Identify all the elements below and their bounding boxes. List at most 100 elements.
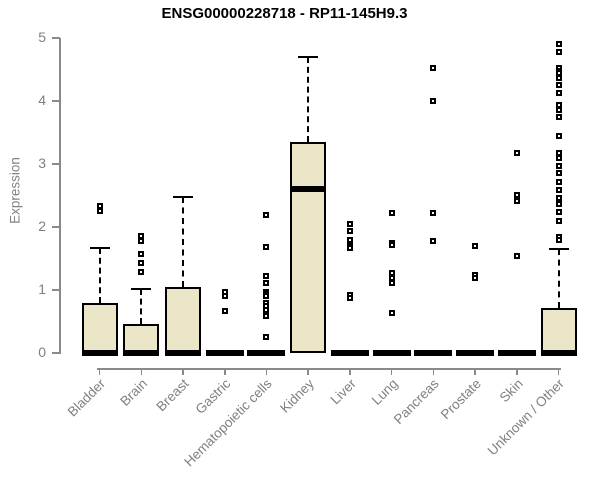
outlier-point: [513, 150, 520, 157]
outlier-point: [388, 210, 395, 217]
x-tick: [390, 368, 393, 375]
outlier-point: [346, 221, 353, 228]
box-breast: [165, 286, 202, 353]
whisker-bladder: [98, 248, 101, 304]
outlier-point: [138, 251, 145, 258]
outlier-point: [388, 310, 395, 317]
y-axis-line: [59, 38, 61, 354]
outlier-point: [513, 252, 520, 259]
y-tick-label: 1: [38, 281, 46, 297]
y-tick: [52, 352, 60, 354]
x-tick: [265, 368, 268, 375]
outlier-point: [346, 228, 353, 235]
outlier-point: [430, 98, 437, 104]
y-tick: [52, 100, 60, 102]
outlier-point: [555, 195, 562, 202]
x-tick: [98, 368, 101, 375]
y-tick-label: 5: [38, 29, 46, 45]
x-tick-label-skin: Skin: [496, 376, 526, 406]
x-tick-label-gastric: Gastric: [192, 376, 234, 417]
median-gastric: [205, 350, 244, 356]
x-tick: [557, 368, 560, 375]
box-kidney: [290, 141, 327, 353]
outlier-point: [555, 106, 562, 113]
outlier-point: [346, 294, 353, 301]
y-tick: [52, 226, 60, 228]
y-tick-label: 3: [38, 155, 46, 171]
outlier-point: [263, 243, 270, 250]
outlier-point: [263, 293, 270, 300]
outlier-point: [555, 114, 562, 121]
outlier-point: [555, 70, 562, 77]
median-kidney: [290, 186, 327, 193]
x-tick-label-bladder: Bladder: [64, 376, 109, 420]
whisker-cap-bladder: [89, 247, 110, 250]
outlier-point: [388, 242, 395, 249]
whisker-cap-kidney: [298, 55, 319, 58]
outlier-point: [221, 293, 228, 300]
outlier-point: [513, 191, 520, 198]
whisker-breast: [182, 196, 185, 287]
outlier-point: [96, 203, 103, 210]
x-tick-label-liver: Liver: [327, 376, 359, 408]
outlier-point: [555, 208, 562, 215]
whisker-unknown-other: [557, 249, 560, 308]
box-brain: [123, 324, 160, 353]
whisker-cap-breast: [173, 195, 194, 198]
outlier-point: [430, 65, 437, 72]
outlier-point: [555, 90, 562, 97]
outlier-point: [555, 236, 562, 243]
whisker-brain: [140, 289, 143, 324]
outlier-point: [555, 82, 562, 89]
whisker-cap-unknown-other: [548, 248, 569, 251]
x-tick-label-prostate: Prostate: [437, 376, 484, 423]
outlier-point: [513, 198, 520, 205]
outlier-point: [346, 245, 353, 252]
x-tick: [224, 368, 226, 375]
y-tick: [52, 163, 60, 165]
outlier-point: [555, 217, 562, 224]
outlier-point: [555, 179, 562, 186]
x-tick-label-lung: Lung: [368, 376, 401, 408]
x-tick: [182, 368, 184, 375]
outlier-point: [555, 40, 562, 47]
median-bladder: [81, 350, 118, 356]
median-unknown-other: [540, 350, 577, 356]
chart-title: ENSG00000228718 - RP11-145H9.3: [161, 5, 408, 22]
whisker-kidney: [307, 56, 310, 142]
outlier-point: [263, 307, 270, 314]
outlier-point: [263, 312, 270, 319]
outlier-point: [555, 200, 562, 207]
outlier-point: [388, 269, 395, 276]
outlier-point: [555, 162, 562, 169]
x-tick-label-breast: Breast: [153, 376, 192, 415]
outlier-point: [555, 149, 562, 156]
outlier-point: [263, 212, 270, 219]
outlier-point: [388, 280, 395, 287]
outlier-point: [263, 272, 270, 279]
outlier-point: [555, 49, 562, 56]
y-tick-label: 0: [38, 344, 46, 360]
outlier-point: [96, 208, 103, 215]
y-tick: [52, 289, 60, 291]
outlier-point: [388, 275, 395, 282]
outlier-point: [430, 210, 437, 217]
y-tick-label: 4: [38, 92, 46, 108]
x-tick: [432, 368, 435, 375]
y-tick: [52, 37, 60, 39]
box-unknown-other: [540, 307, 577, 353]
outlier-point: [472, 275, 479, 282]
outlier-point: [138, 238, 145, 245]
outlier-point: [138, 232, 145, 239]
x-tick-label-brain: Brain: [117, 376, 150, 409]
box-bladder: [81, 303, 118, 353]
median-brain: [123, 350, 160, 356]
median-breast: [165, 350, 202, 356]
x-tick: [516, 368, 518, 375]
outlier-point: [555, 133, 562, 140]
median-liver: [330, 350, 369, 356]
outlier-point: [138, 259, 145, 266]
outlier-point: [263, 333, 270, 340]
outlier-point: [555, 187, 562, 194]
